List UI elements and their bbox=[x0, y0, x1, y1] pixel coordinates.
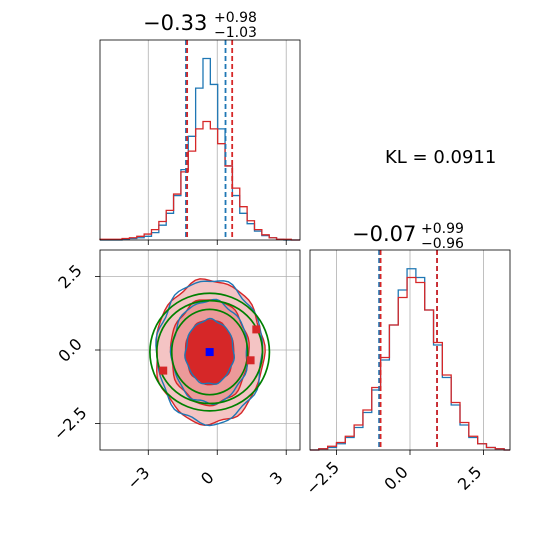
title-param-1: −0.33 +0.98 −1.03 bbox=[143, 10, 257, 41]
x-tick-label-diag-2: 2.5 bbox=[454, 462, 485, 493]
y-tick-label-joint-0: −2.5 bbox=[50, 403, 91, 444]
text-layer: −0.33 +0.98 −1.03 −0.07 +0.99 −0.96 −3 0 3… bbox=[50, 10, 486, 499]
frame-marginal-1 bbox=[99, 39, 301, 241]
x-tick-label-joint-1: 0 bbox=[197, 468, 218, 489]
title-2-lower: −0.96 bbox=[421, 236, 464, 252]
joint-center-point bbox=[205, 348, 214, 357]
title-param-2: −0.07 +0.99 −0.96 bbox=[352, 221, 464, 252]
marginal-2-red-hist bbox=[310, 276, 510, 451]
title-2-main: −0.07 bbox=[352, 222, 416, 246]
marginal-1-blue-hist bbox=[100, 57, 300, 241]
title-1-lower: −1.03 bbox=[214, 25, 257, 41]
frame-layer bbox=[95, 39, 511, 455]
y-tick-label-joint-2: 2.5 bbox=[54, 261, 85, 292]
joint-red-marker-0 bbox=[252, 325, 261, 334]
joint-green-contour-0 bbox=[149, 292, 271, 412]
joint-blue-contour-1 bbox=[169, 298, 248, 406]
title-2-upper: +0.99 bbox=[421, 221, 464, 237]
kl-divergence-label: KL = 0.0911 bbox=[385, 147, 497, 168]
y-tick-label-joint-1: 0.0 bbox=[54, 334, 85, 365]
joint-red-marker-2 bbox=[246, 356, 255, 365]
x-tick-label-diag-0: −2.5 bbox=[302, 458, 343, 499]
joint-green-contour-1 bbox=[155, 299, 264, 405]
x-tick-label-diag-1: 0.0 bbox=[380, 462, 411, 493]
title-1-upper: +0.98 bbox=[214, 10, 257, 26]
grid-layer bbox=[100, 40, 484, 450]
marginal-1-red-hist bbox=[99, 120, 300, 241]
joint-blue-contour-2 bbox=[184, 317, 236, 385]
title-1-main: −0.33 bbox=[143, 11, 207, 35]
x-tick-label-joint-0: −3 bbox=[123, 463, 153, 493]
joint-red-marker-1 bbox=[159, 366, 168, 375]
joint-green-contour-2 bbox=[170, 308, 249, 396]
x-tick-label-joint-2: 3 bbox=[266, 468, 287, 489]
plot-layer bbox=[99, 40, 510, 451]
